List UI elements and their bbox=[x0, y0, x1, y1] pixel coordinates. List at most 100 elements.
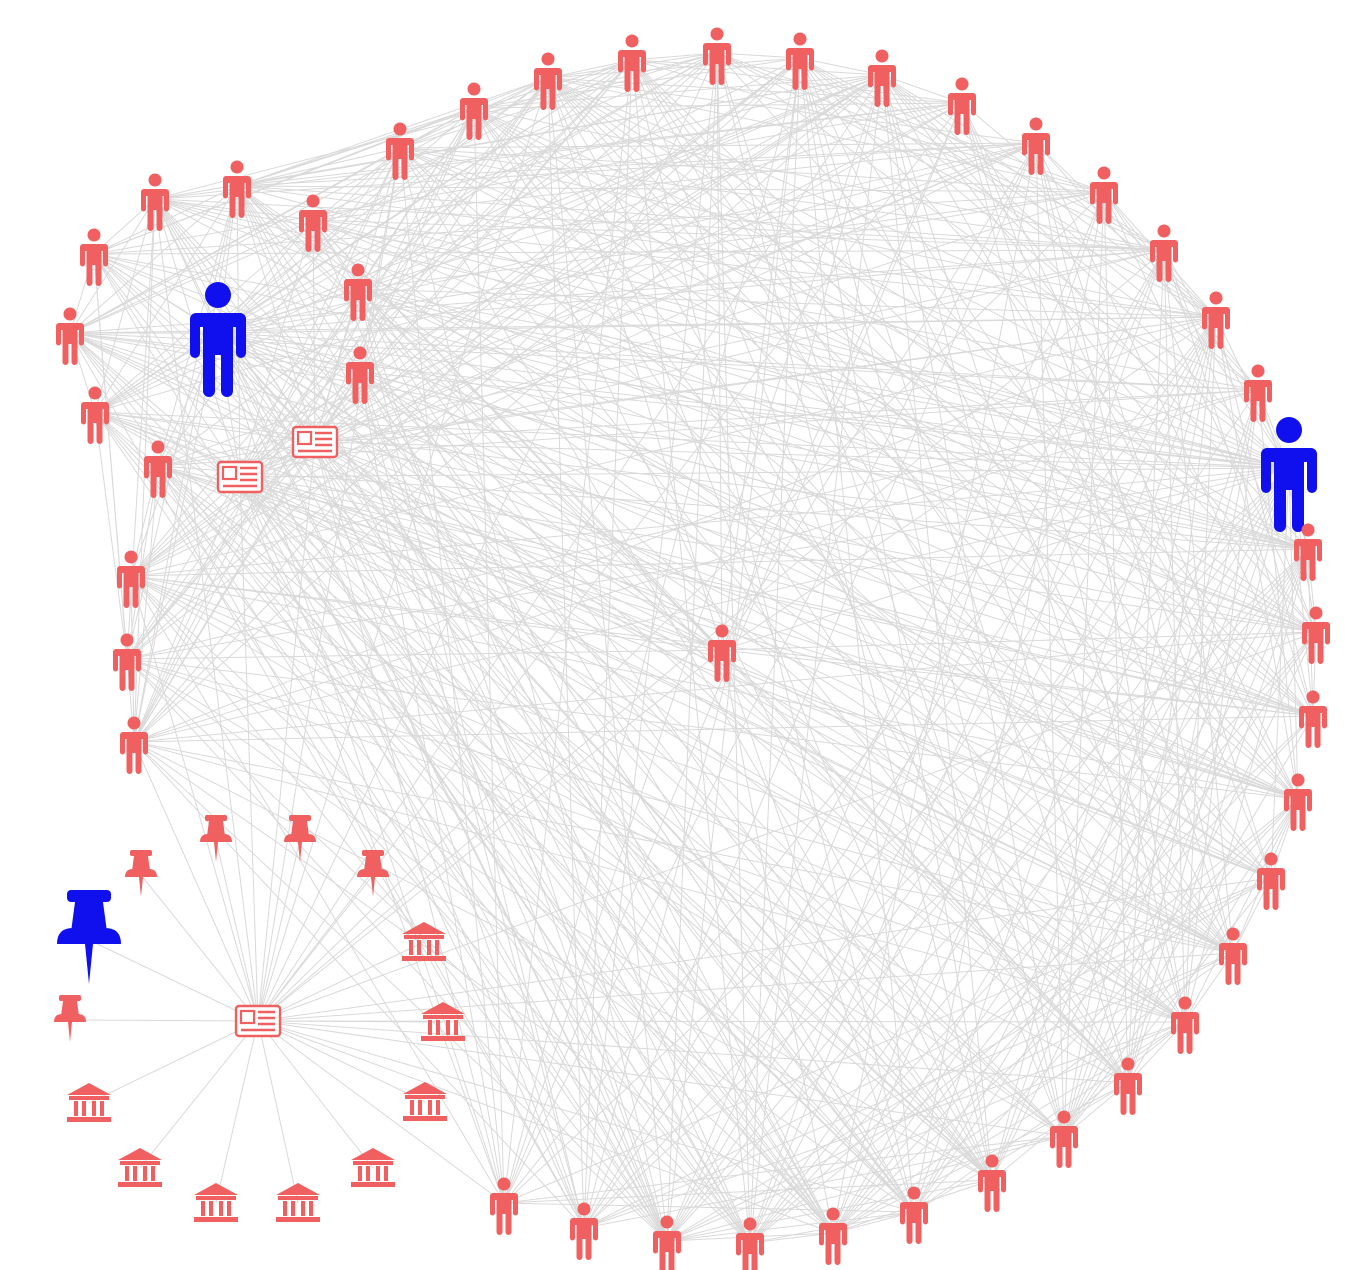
edge bbox=[547, 57, 801, 79]
edge bbox=[399, 147, 668, 1242]
pushpin-icon[interactable] bbox=[284, 815, 316, 862]
person-icon[interactable] bbox=[1219, 927, 1247, 986]
person-icon[interactable] bbox=[1299, 690, 1327, 749]
pushpin-icon[interactable] bbox=[54, 995, 86, 1042]
person-icon[interactable] bbox=[56, 307, 84, 366]
edge bbox=[257, 191, 1105, 1022]
edge bbox=[832, 1021, 1186, 1234]
edge bbox=[961, 102, 1299, 800]
edge bbox=[69, 332, 1309, 550]
edge bbox=[399, 147, 1290, 469]
edge bbox=[257, 877, 1272, 1022]
edge bbox=[473, 107, 1317, 633]
edge bbox=[154, 74, 883, 200]
edge bbox=[359, 147, 401, 373]
edge bbox=[239, 476, 1272, 879]
person-icon[interactable] bbox=[1302, 606, 1330, 665]
edge bbox=[133, 185, 238, 743]
edge bbox=[503, 142, 1037, 1204]
edge bbox=[130, 575, 834, 1234]
edge bbox=[126, 658, 668, 1242]
edge bbox=[236, 185, 1234, 954]
edge bbox=[257, 441, 316, 1022]
edge bbox=[357, 288, 723, 651]
edge bbox=[399, 147, 1129, 1084]
edge bbox=[881, 74, 1309, 550]
edge bbox=[314, 74, 883, 443]
edge bbox=[217, 332, 1186, 1023]
edge bbox=[217, 332, 1065, 1137]
edge bbox=[94, 147, 401, 413]
person-icon[interactable] bbox=[141, 173, 169, 232]
edge bbox=[126, 441, 316, 660]
person-icon[interactable] bbox=[81, 386, 109, 445]
edge bbox=[133, 332, 219, 743]
edge bbox=[314, 441, 585, 1229]
edge bbox=[473, 107, 1309, 550]
edge bbox=[314, 107, 475, 443]
edge bbox=[236, 185, 993, 1181]
edge bbox=[94, 198, 156, 413]
edge bbox=[832, 548, 1309, 1234]
edge bbox=[139, 1020, 259, 1169]
newspaper-icon[interactable] bbox=[291, 425, 339, 459]
edge bbox=[154, 142, 1037, 200]
newspaper-icon[interactable] bbox=[216, 460, 264, 494]
edge bbox=[133, 741, 1186, 1023]
edge bbox=[257, 1020, 374, 1169]
edge bbox=[236, 147, 401, 187]
edge bbox=[257, 1020, 299, 1204]
edge bbox=[473, 107, 1234, 954]
edge bbox=[88, 1020, 259, 1104]
edge bbox=[1035, 142, 1272, 879]
edge bbox=[157, 465, 834, 1234]
edge bbox=[1127, 389, 1259, 1084]
edge bbox=[257, 147, 401, 1022]
edge bbox=[157, 465, 993, 1181]
edge bbox=[126, 658, 993, 1181]
edge bbox=[357, 288, 1186, 1023]
edge bbox=[1063, 467, 1290, 1137]
edge bbox=[126, 185, 238, 660]
edge bbox=[94, 411, 668, 1242]
edge bbox=[236, 107, 475, 187]
edge bbox=[257, 1020, 426, 1103]
edge bbox=[473, 107, 1299, 800]
edge bbox=[217, 332, 751, 1244]
edge bbox=[1103, 191, 1317, 633]
edge bbox=[312, 219, 1272, 879]
edge bbox=[312, 219, 1317, 633]
edge bbox=[130, 575, 1299, 800]
edge bbox=[799, 57, 1217, 318]
edge bbox=[357, 288, 1129, 1084]
edge bbox=[547, 77, 963, 104]
pushpin-icon-highlighted[interactable] bbox=[57, 890, 121, 984]
edge bbox=[1270, 467, 1290, 879]
person-icon[interactable] bbox=[80, 228, 108, 287]
edge bbox=[583, 877, 1272, 1229]
edge bbox=[913, 1021, 1186, 1213]
edge bbox=[1103, 191, 1259, 391]
edge bbox=[399, 147, 1234, 954]
edge bbox=[257, 1020, 1065, 1137]
edge bbox=[69, 332, 1234, 954]
pushpin-icon[interactable] bbox=[125, 850, 157, 897]
edge bbox=[473, 107, 1129, 1084]
edge bbox=[721, 649, 915, 1213]
edge bbox=[357, 288, 585, 1229]
edge bbox=[503, 1202, 915, 1213]
edge bbox=[93, 249, 1165, 255]
edge bbox=[1127, 798, 1299, 1084]
edge bbox=[217, 332, 668, 1242]
edge bbox=[1063, 631, 1317, 1137]
edge bbox=[312, 59, 633, 221]
edge bbox=[130, 575, 1065, 1137]
edge bbox=[799, 57, 915, 1213]
edge bbox=[749, 548, 1309, 1244]
edge bbox=[239, 74, 883, 478]
edge bbox=[312, 219, 751, 1244]
newspaper-icon[interactable] bbox=[234, 1004, 282, 1038]
edge bbox=[257, 77, 549, 1022]
edge bbox=[359, 371, 1299, 800]
pushpin-icon[interactable] bbox=[200, 815, 232, 862]
